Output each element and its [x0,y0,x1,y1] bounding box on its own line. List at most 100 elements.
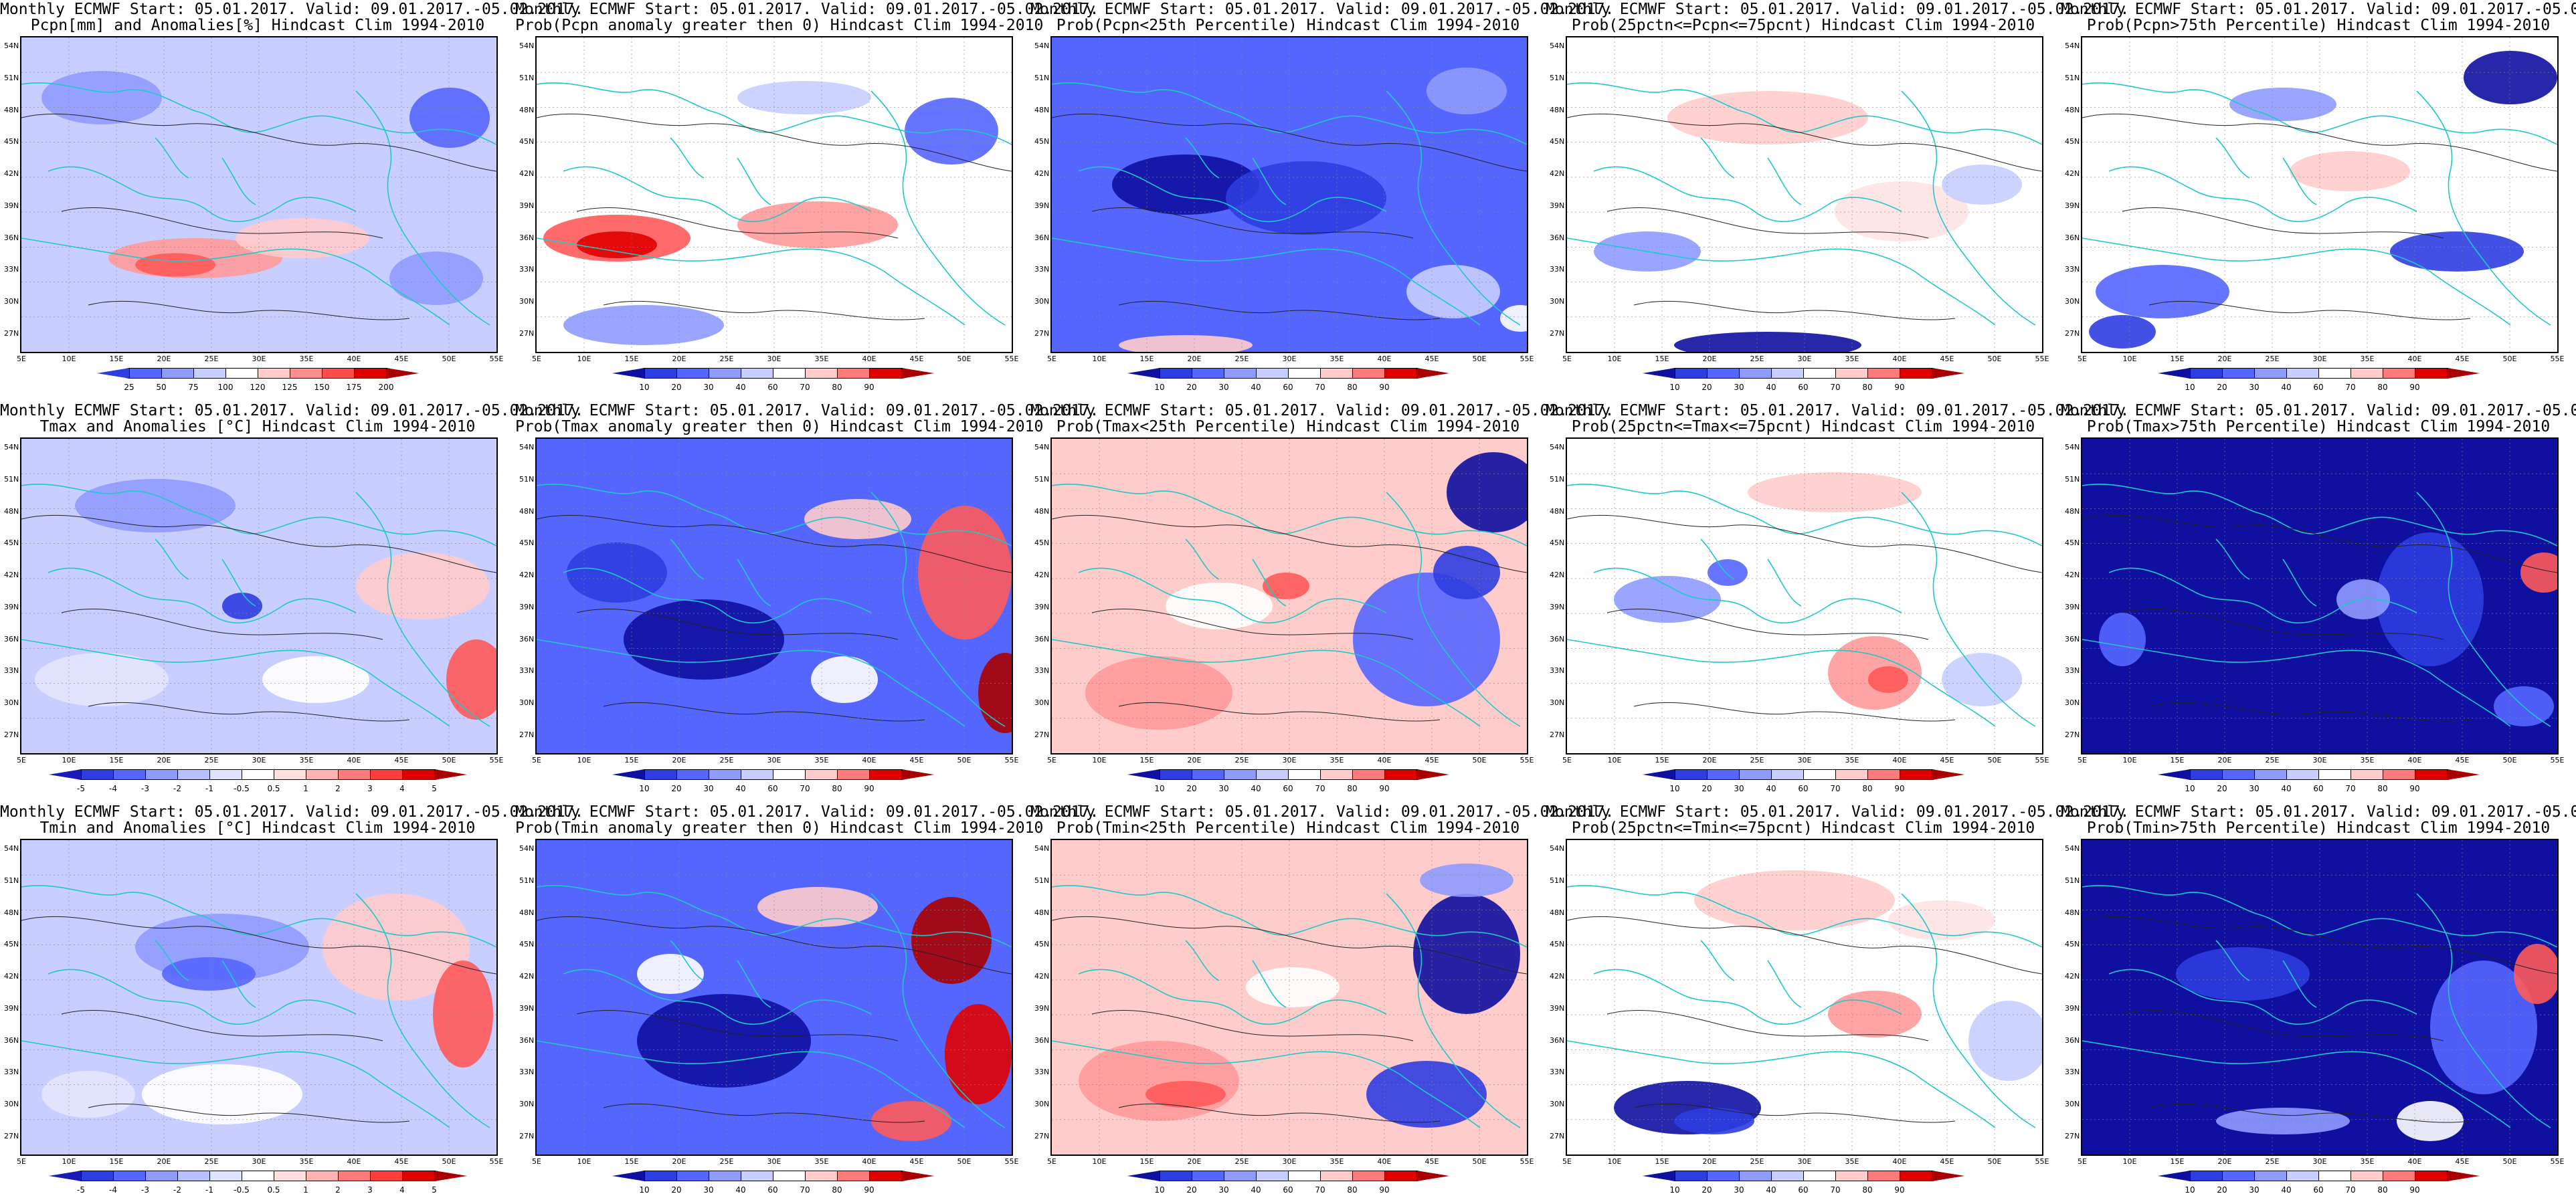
colorbar-label: 30 [703,1185,714,1195]
lon-label: 30E [1282,355,1297,363]
lat-label: 30N [2065,698,2080,708]
lat-label: 51N [519,876,535,885]
lat-label: 39N [2065,1003,2080,1013]
colorbar-segment [2286,368,2319,379]
colorbar-segment [1127,769,1160,780]
lat-label: 51N [1034,73,1050,82]
colorbar-label: 30 [703,383,714,392]
map-panel: Monthly ECMWF Start: 05.01.2017. Valid: … [1030,401,1614,803]
lat-label: 51N [1550,474,1565,484]
lon-label: 25E [2265,756,2280,765]
colorbar-segment [258,368,290,379]
lon-label: 10E [1092,355,1107,363]
lon-label: 10E [1092,1157,1107,1166]
lon-label: 5E [2078,756,2087,765]
lat-label: 45N [519,137,535,146]
colorbar-segment [402,1171,435,1181]
colorbar-segment [1675,1171,1708,1181]
lat-label: 39N [1550,602,1565,611]
colorbar-label: 60 [2313,1185,2324,1195]
colorbar-segment [225,368,258,379]
colorbar-segment [97,368,130,379]
lon-label: 55E [2035,756,2049,765]
map-panel: Monthly ECMWF Start: 05.01.2017. Valid: … [0,0,583,401]
colorbar-segment [676,1171,709,1181]
colorbar-label: 80 [1347,1185,1358,1195]
lon-label: 15E [2170,756,2185,765]
map-panel: Monthly ECMWF Start: 05.01.2017. Valid: … [0,401,583,803]
lat-label: 33N [519,265,535,274]
map-panel: Monthly ECMWF Start: 05.01.2017. Valid: … [1030,803,1614,1204]
lon-label: 10E [2122,756,2137,765]
lat-label: 54N [1034,41,1050,50]
colorbar-segment [1739,368,1772,379]
lat-label: 51N [1550,876,1565,885]
lat-label: 30N [2065,297,2080,306]
lon-label: 40E [1377,1157,1392,1166]
lon-label: 20E [2217,1157,2232,1166]
colorbar-segment [1224,1171,1257,1181]
colorbar-label: 90 [2409,784,2420,793]
colorbar-label: -2 [173,784,181,793]
colorbar-segment [209,1171,242,1181]
lat-label: 48N [4,506,19,516]
colorbar-segment [612,368,645,379]
map-panel: Monthly ECMWF Start: 05.01.2017. Valid: … [1030,0,1614,401]
lat-label: 54N [1550,41,1565,50]
panel-title-line1: Monthly ECMWF Start: 05.01.2017. Valid: … [2061,402,2576,419]
lat-label: 27N [1550,329,1565,338]
lat-label: 42N [1034,571,1050,580]
colorbar-label: 30 [1734,383,1744,392]
lon-label: 40E [862,1157,877,1166]
colorbar-label: 70 [800,784,810,793]
lon-label: 20E [2217,355,2232,363]
colorbar-label: 80 [1862,383,1873,392]
lon-label: 35E [1329,355,1344,363]
panel-title-line2: Prob(Pcpn anomaly greater then 0) Hindca… [515,17,1044,34]
colorbar-label: 80 [1347,784,1358,793]
lon-label: 40E [2407,355,2422,363]
colorbar [1127,769,1449,780]
lon-label: 15E [1655,756,1669,765]
lon-label: 35E [2360,756,2375,765]
lat-label: 51N [4,474,19,484]
lon-label: 55E [1520,1157,1534,1166]
lon-label: 10E [62,756,76,765]
lon-label: 10E [1607,756,1622,765]
panel-title-line2: Prob(Tmax<25th Percentile) Hindcast Clim… [1056,418,1520,435]
colorbar-segment [1803,769,1836,780]
colorbar-segment [1320,769,1353,780]
colorbar-segment [709,1171,741,1181]
colorbar-segment [741,769,773,780]
forecast-map [535,839,1013,1156]
lon-label: 40E [347,1157,361,1166]
lon-label: 5E [532,1157,541,1166]
colorbar-segment [805,1171,838,1181]
colorbar-segment [901,1171,934,1181]
forecast-map [20,36,498,353]
colorbar-segment [773,368,806,379]
lat-label: 54N [1034,844,1050,853]
colorbar-segment [2351,1171,2383,1181]
lat-label: 30N [1550,698,1565,708]
colorbar-label: 90 [1894,383,1905,392]
colorbar-segment [2254,1171,2287,1181]
colorbar-label: 10 [1154,383,1165,392]
colorbar-label: 5 [432,784,437,793]
lat-label: 27N [1550,730,1565,739]
lon-label: 50E [1472,1157,1487,1166]
lon-label: 20E [157,756,171,765]
lat-label: 33N [4,1068,19,1077]
lat-label: 36N [2065,233,2080,242]
colorbar-label: 90 [1894,1185,1905,1195]
colorbar-label: 200 [378,383,394,392]
lat-label: 42N [4,169,19,179]
colorbar-label: 30 [2249,1185,2260,1195]
colorbar-segment [2222,1171,2255,1181]
colorbar-segment [1835,1171,1868,1181]
colorbar-segment [129,368,162,379]
lat-label: 39N [519,201,535,210]
lat-label: 27N [1550,1132,1565,1140]
colorbar-label: 50 [156,383,167,392]
colorbar-segment [837,1171,870,1181]
